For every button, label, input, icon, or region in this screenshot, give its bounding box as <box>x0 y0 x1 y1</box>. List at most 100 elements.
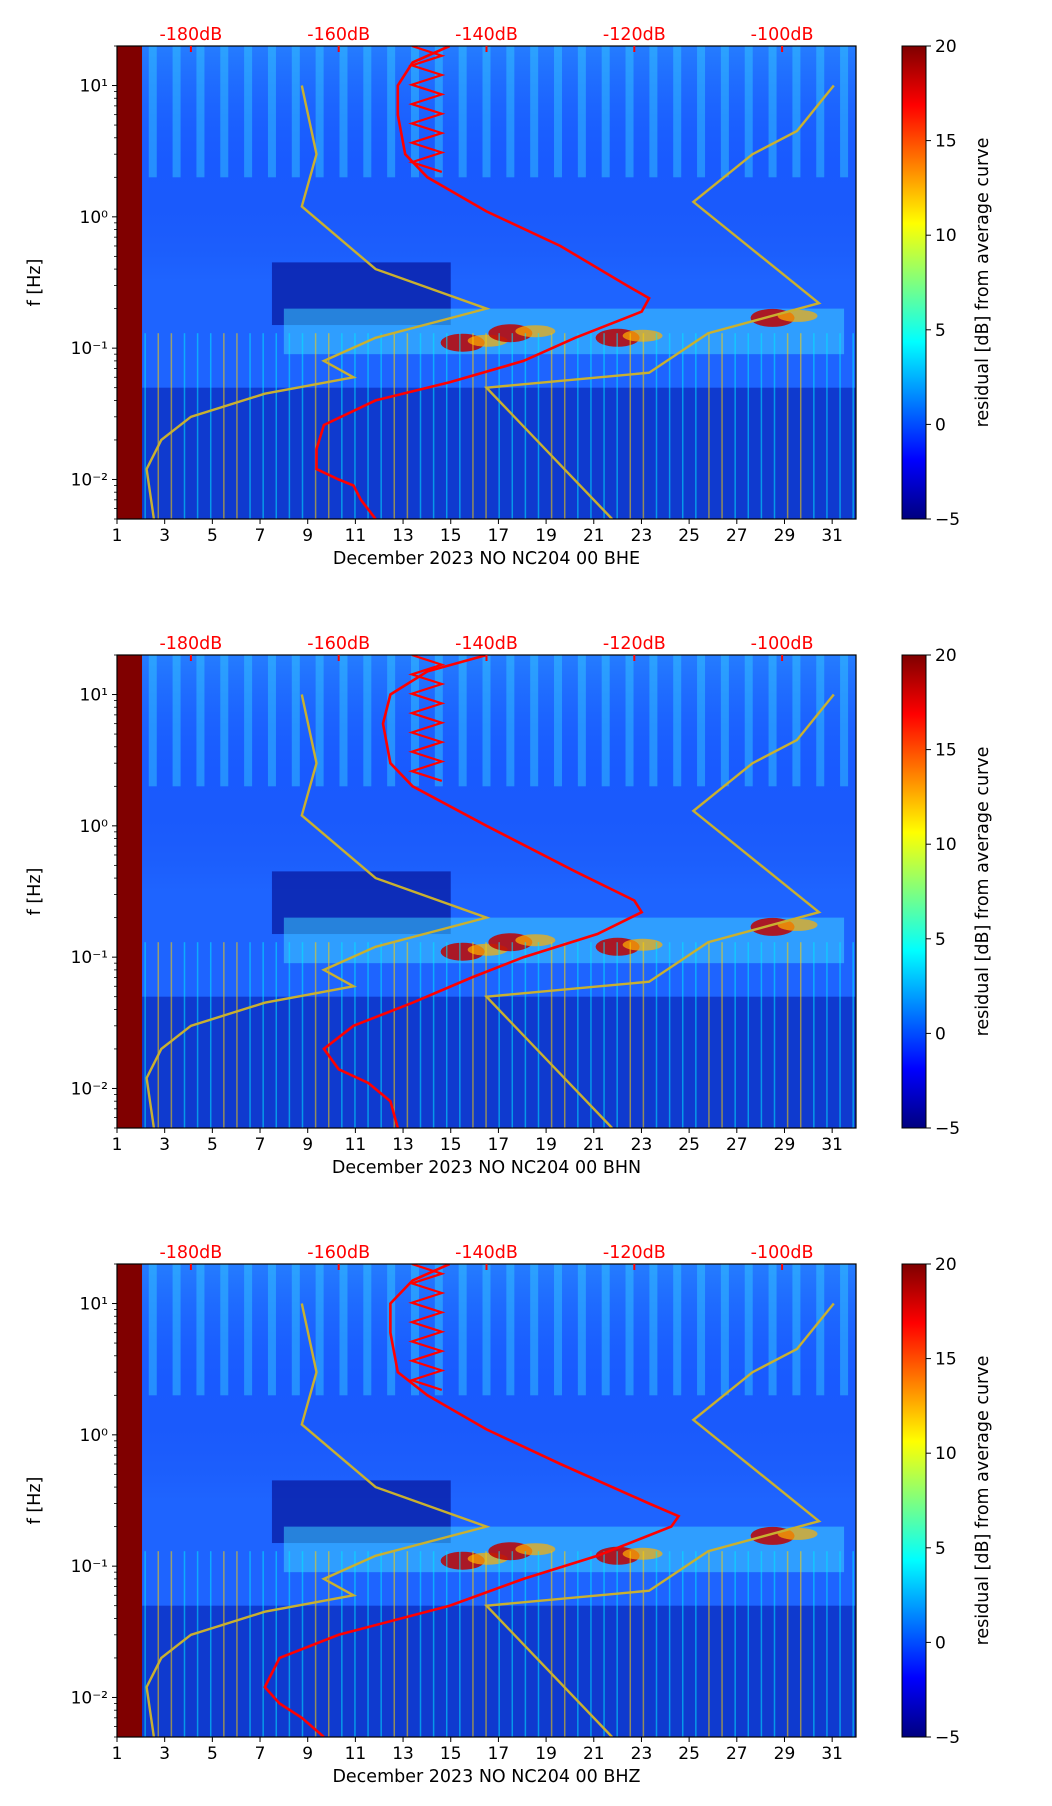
daily-noise-stripe <box>720 1264 729 1396</box>
transient-spike <box>406 942 409 1128</box>
transient-spike <box>734 1551 736 1737</box>
transient-spike <box>511 942 514 1128</box>
microseism-peak-halo <box>515 1543 556 1556</box>
daily-noise-stripe <box>530 1264 539 1396</box>
transient-spike <box>590 1551 592 1737</box>
transient-spike <box>262 1551 264 1737</box>
y-tick-label: 10⁰ <box>80 817 109 837</box>
transient-spike <box>288 333 291 519</box>
daily-noise-stripe <box>363 655 372 787</box>
transient-spike <box>681 333 684 519</box>
microseism-peak-halo <box>622 329 663 342</box>
y-axis-label: f [Hz] <box>25 868 45 916</box>
daily-noise-stripe <box>792 655 801 787</box>
daily-noise-stripe <box>792 1264 801 1396</box>
transient-spike <box>511 333 514 519</box>
transient-spike <box>327 333 330 519</box>
transient-spike <box>393 1551 396 1737</box>
daily-noise-stripe <box>315 655 324 787</box>
y-tick-label: 10¹ <box>80 1295 108 1315</box>
transient-spike <box>760 1551 763 1737</box>
transient-spike <box>157 1551 160 1737</box>
transient-spike <box>196 1551 199 1737</box>
transient-spike <box>406 333 409 519</box>
colorbar-tick-label: 5 <box>935 1539 946 1559</box>
colorbar-tick-label: 0 <box>935 1024 946 1044</box>
transient-spike <box>406 1551 409 1737</box>
x-tick-label: 9 <box>302 1744 313 1764</box>
x-tick-label: 17 <box>488 1744 510 1764</box>
transient-spike <box>209 333 212 519</box>
colorbar-tick-label: 15 <box>935 132 957 152</box>
daily-noise-stripe <box>291 655 300 787</box>
daily-noise-stripe <box>768 46 777 178</box>
daily-noise-stripe <box>363 46 372 178</box>
y-axis-label: f [Hz] <box>25 1477 45 1525</box>
spectrogram <box>117 46 856 519</box>
transient-spike <box>419 942 422 1128</box>
x-tick-label: 17 <box>488 526 510 546</box>
transient-spike <box>432 1551 435 1737</box>
microseism-peak-halo <box>515 934 556 947</box>
transient-spike <box>734 333 736 519</box>
transient-spike <box>157 942 160 1128</box>
transient-spike <box>708 333 710 519</box>
colorbar-scale <box>901 1263 927 1738</box>
daily-noise-stripe <box>291 1264 300 1396</box>
transient-spike <box>747 942 750 1128</box>
colorbar-tick-label: 10 <box>935 835 957 855</box>
daily-noise-stripe <box>697 46 706 178</box>
transient-spike <box>668 333 671 519</box>
transient-spike <box>734 942 736 1128</box>
x-tick-label: 11 <box>345 1135 367 1155</box>
transient-spike <box>262 942 264 1128</box>
daily-noise-stripe <box>530 655 539 787</box>
top-axis-label: -180dB <box>159 1243 222 1263</box>
transient-spike <box>550 333 553 519</box>
transient-spike <box>603 1551 605 1737</box>
daily-noise-stripe <box>649 46 658 178</box>
transient-spike <box>655 1551 658 1737</box>
daily-noise-stripe <box>744 46 753 178</box>
transient-spike <box>839 333 841 519</box>
x-tick-label: 21 <box>583 1744 605 1764</box>
daily-noise-stripe <box>339 655 348 787</box>
x-tick-label: 31 <box>821 526 843 546</box>
transient-spike <box>642 942 645 1128</box>
transient-spike <box>196 942 199 1128</box>
transient-spike <box>708 942 710 1128</box>
x-tick-label: 25 <box>678 526 700 546</box>
transient-spike <box>301 333 304 519</box>
x-tick-label: 19 <box>535 1135 557 1155</box>
colorbar-tick-label: −5 <box>935 1119 960 1139</box>
x-tick-label: 9 <box>302 1135 313 1155</box>
daily-noise-stripe <box>506 1264 515 1396</box>
daily-noise-stripe <box>148 46 157 178</box>
transient-spike <box>563 1551 566 1737</box>
transient-spike <box>170 1551 173 1737</box>
noise-model-curve <box>145 694 491 1128</box>
transient-spike <box>642 333 645 519</box>
transient-spike <box>327 1551 330 1737</box>
transient-spike <box>432 333 435 519</box>
daily-noise-stripe <box>673 1264 682 1396</box>
transient-spike <box>275 942 278 1128</box>
transient-spike <box>786 333 789 519</box>
transient-spike <box>655 942 658 1128</box>
transient-spike <box>249 1551 251 1737</box>
transient-spike <box>590 333 592 519</box>
transient-spike <box>367 1551 369 1737</box>
top-axis-label: -160dB <box>307 1243 370 1263</box>
transient-spike <box>445 942 448 1128</box>
transient-spike <box>799 1551 802 1737</box>
daily-noise-stripe <box>172 46 181 178</box>
y-tick-label: 10¹ <box>80 686 108 706</box>
daily-noise-stripe <box>339 46 348 178</box>
daily-noise-stripe <box>434 1264 443 1396</box>
daily-noise-stripe <box>744 1264 753 1396</box>
noise-model-curve <box>483 1302 835 1737</box>
top-axis-label: -160dB <box>307 25 370 45</box>
y-tick-label: 10¹ <box>80 77 108 97</box>
x-tick-label: 23 <box>631 526 653 546</box>
